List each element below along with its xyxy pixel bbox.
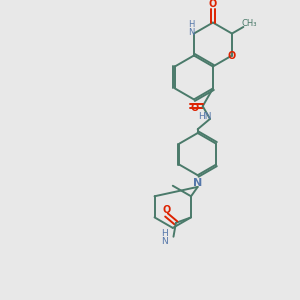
Text: H
N: H N: [188, 20, 195, 37]
Text: O: O: [209, 0, 217, 9]
Text: H
N: H N: [161, 229, 168, 246]
Text: O: O: [162, 205, 171, 215]
Text: N: N: [193, 178, 202, 188]
Text: HN: HN: [198, 112, 211, 121]
Text: O: O: [190, 103, 198, 113]
Text: CH₃: CH₃: [241, 19, 257, 28]
Text: O: O: [228, 50, 236, 61]
